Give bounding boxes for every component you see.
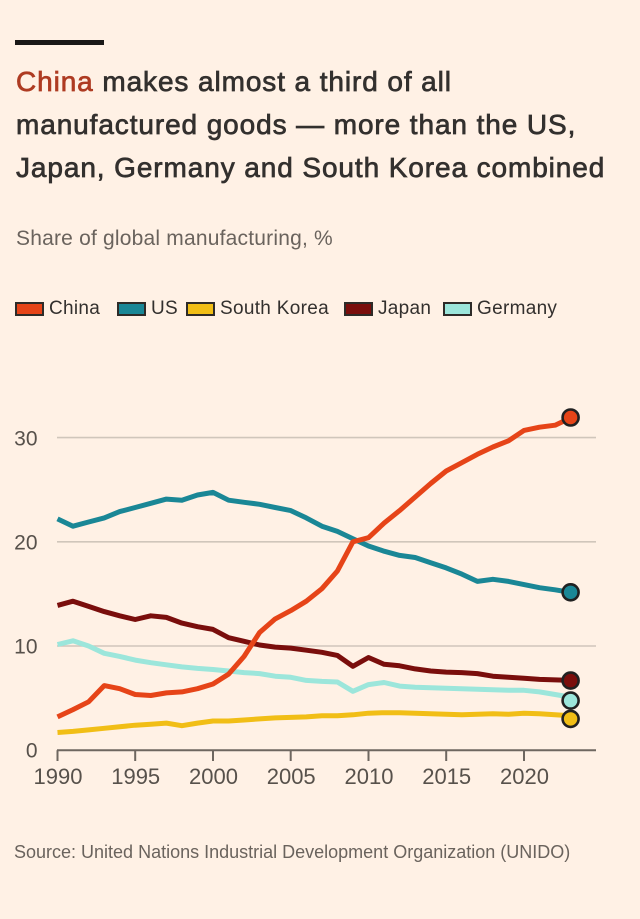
svg-text:30: 30 xyxy=(14,428,37,451)
svg-text:2005: 2005 xyxy=(267,764,316,789)
svg-text:2015: 2015 xyxy=(422,764,471,789)
svg-text:20: 20 xyxy=(14,532,37,555)
svg-text:0: 0 xyxy=(26,740,38,763)
svg-text:1995: 1995 xyxy=(111,764,160,789)
svg-text:2000: 2000 xyxy=(189,764,238,789)
svg-text:1990: 1990 xyxy=(34,764,83,789)
svg-text:2020: 2020 xyxy=(500,764,549,789)
svg-text:10: 10 xyxy=(14,636,37,659)
svg-text:2010: 2010 xyxy=(345,764,394,789)
